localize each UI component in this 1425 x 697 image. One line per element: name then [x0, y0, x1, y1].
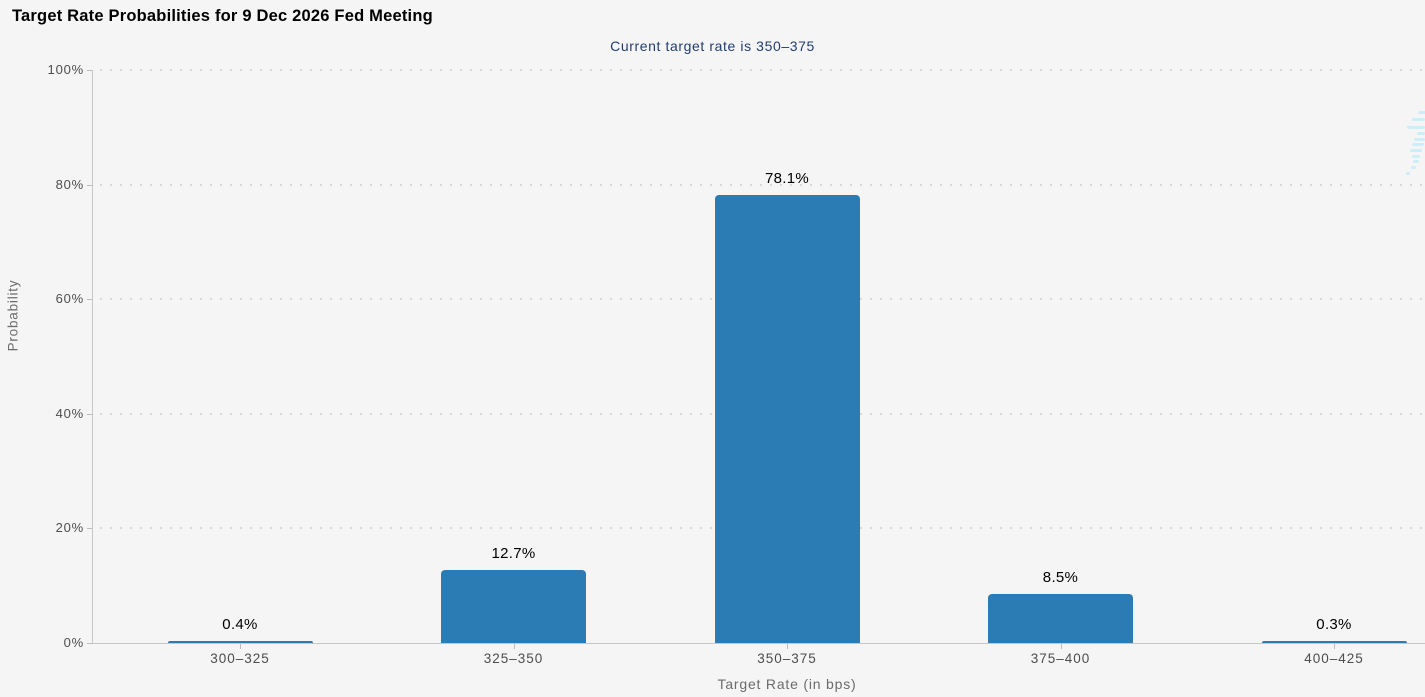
y-tick-mark	[87, 70, 92, 71]
x-tick-mark	[1334, 644, 1335, 649]
y-tick-label: 20%	[55, 520, 84, 536]
y-tick-label: 40%	[55, 405, 84, 421]
y-tick-label: 80%	[55, 176, 84, 192]
y-tick-label: 100%	[47, 62, 84, 77]
gridline	[100, 183, 1425, 186]
cme-watermark-bar	[1406, 172, 1410, 175]
cme-watermark-bar	[1411, 166, 1416, 169]
cme-watermark-bar	[1413, 160, 1419, 163]
x-tick-label: 350–375	[757, 651, 817, 666]
bar-400-425[interactable]	[1261, 641, 1407, 643]
y-tick-label: 0%	[63, 635, 84, 650]
y-tick-mark	[87, 184, 92, 186]
y-axis-line	[92, 70, 93, 644]
bar-value-label: 0.3%	[1316, 616, 1352, 633]
x-tick-label: 375–400	[1030, 651, 1091, 666]
y-tick-mark	[87, 528, 92, 530]
chart-title: Target Rate Probabilities for 9 Dec 2026…	[12, 7, 433, 25]
y-tick-mark	[87, 413, 92, 415]
bar-value-label: 8.5%	[1042, 569, 1079, 587]
bar-350-375[interactable]	[714, 195, 860, 643]
x-tick-mark	[513, 644, 515, 649]
bar-value-label: 12.7%	[491, 545, 536, 563]
bar-value-label: 78.1%	[764, 170, 810, 188]
y-tick-mark	[87, 299, 92, 301]
y-tick-mark	[87, 643, 92, 644]
x-tick-mark	[240, 644, 241, 649]
x-axis-line	[92, 643, 1425, 644]
x-tick-label: 325–350	[483, 651, 544, 666]
x-tick-label: 300–325	[210, 651, 270, 666]
cme-watermark-bar	[1412, 118, 1425, 121]
cme-watermark-bar	[1407, 126, 1425, 129]
y-tick-label: 60%	[55, 291, 84, 307]
x-tick-label: 400–425	[1304, 651, 1364, 666]
x-axis-title: Target Rate (in bps)	[717, 676, 857, 692]
x-tick-mark	[787, 644, 788, 649]
x-tick-mark	[1060, 644, 1062, 649]
bar-300-325[interactable]	[167, 640, 313, 643]
y-axis-title: Probability	[5, 279, 21, 352]
cme-watermark-bar	[1410, 149, 1422, 152]
bar-value-label: 0.4%	[222, 615, 258, 633]
chart-subtitle: Current target rate is 350–375	[610, 38, 815, 54]
gridline	[100, 69, 1425, 71]
cme-watermark-bar	[1412, 155, 1420, 158]
cme-watermark-bar	[1417, 132, 1425, 135]
bar-325-350[interactable]	[441, 570, 586, 643]
bar-375-400[interactable]	[988, 594, 1133, 643]
cme-watermark-bar	[1412, 143, 1424, 146]
cme-watermark-bar	[1414, 138, 1425, 141]
cme-watermark-bar	[1418, 111, 1425, 114]
